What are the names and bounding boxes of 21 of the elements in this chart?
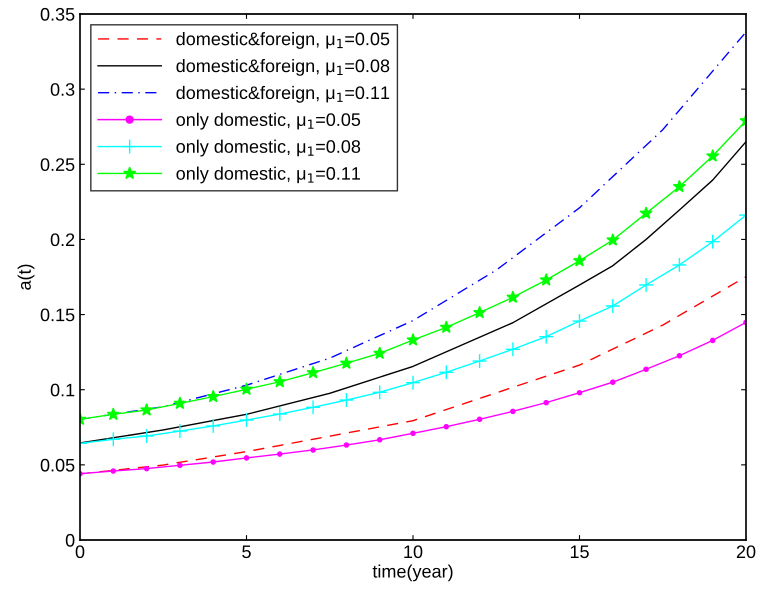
legend-label: domestic&foreign, μ$_{1}$=0.08: [176, 58, 390, 76]
x-axis-title: time(year): [372, 564, 453, 582]
x-tick-label: 5: [242, 546, 251, 558]
legend-label: domestic&foreign, μ$_{1}$=0.05: [176, 32, 390, 49]
y-tick-label: 0.2: [50, 233, 74, 246]
y-tick-label: 0.25: [40, 158, 74, 172]
legend-label: only domestic, μ$_{1}$=0.11: [176, 166, 360, 184]
y-tick-label: 0.15: [40, 308, 74, 322]
y-tick-label: 0: [66, 534, 74, 547]
y-axis-title: a(t): [18, 264, 34, 290]
y-tick-label: 0.35: [40, 8, 74, 21]
y-tick-label: 0.3: [50, 83, 74, 96]
legend-label: only domestic, μ$_{1}$=0.05: [176, 112, 360, 130]
x-tick-label: 20: [736, 545, 756, 558]
x-tick-label: 10: [404, 545, 422, 558]
y-tick-label: 0.1: [50, 384, 74, 396]
y-tick-label: 0.05: [40, 458, 74, 472]
legend-label: domestic&foreign, μ$_{1}$=0.11: [176, 86, 390, 103]
x-tick-label: 0: [76, 545, 84, 558]
legend-label: only domestic, μ$_{1}$=0.08: [176, 140, 360, 156]
x-tick-label: 15: [570, 546, 589, 558]
